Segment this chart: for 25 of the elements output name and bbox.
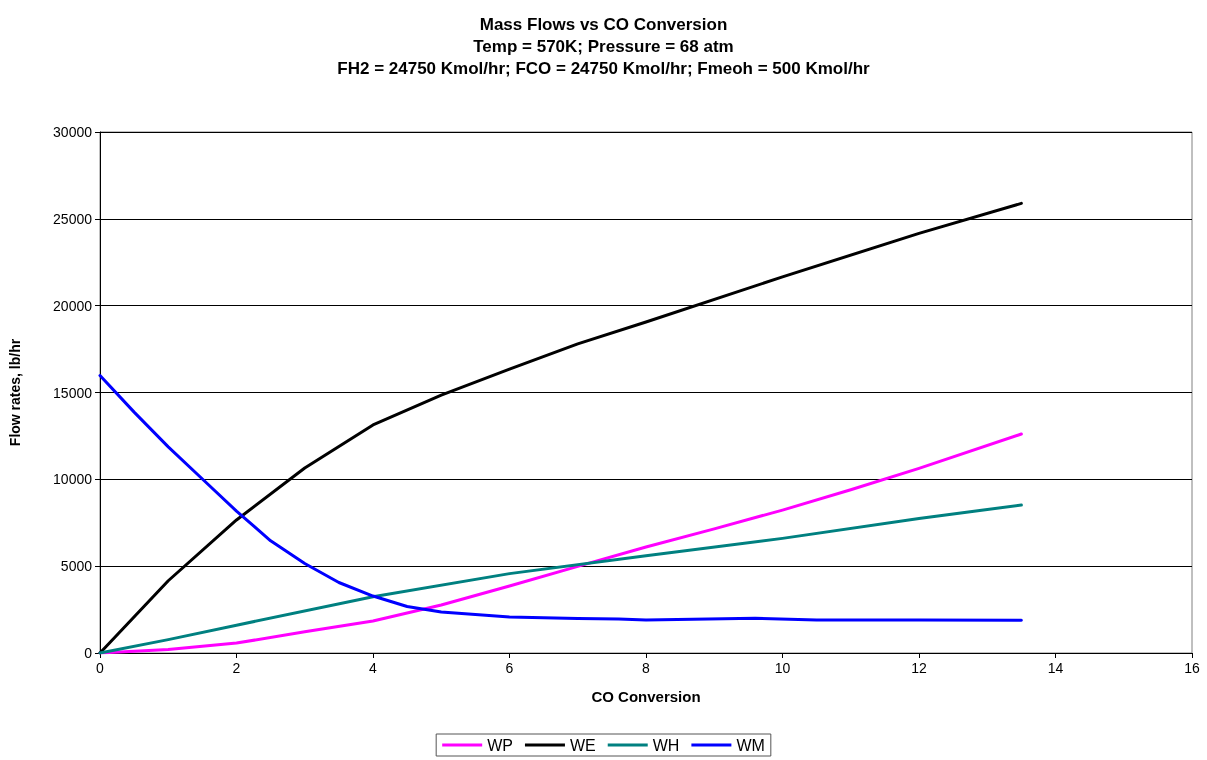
x-tick-label: 4 [369, 660, 378, 676]
x-tick-label: 12 [911, 660, 927, 676]
y-tick-label: 10000 [53, 471, 93, 488]
y-tick-label: 30000 [53, 124, 93, 140]
line-series [98, 373, 1023, 622]
x-tick-label: 0 [96, 660, 105, 676]
legend-label: WE [569, 736, 596, 754]
y-tick-label: 5000 [60, 558, 93, 575]
y-axis-title: Flow rates, lb/hr [7, 338, 23, 447]
x-tick-label: 16 [1184, 660, 1200, 676]
x-tick-label: 10 [774, 660, 791, 676]
x-tick-label: 2 [232, 660, 241, 676]
y-tick-label: 15000 [53, 384, 93, 401]
legend-label: WP [487, 736, 513, 754]
legend-label: WM [736, 736, 765, 754]
x-tick-label: 8 [642, 660, 651, 676]
chart-title: Mass Flows vs CO Conversion Temp = 570K; Pressure = 68 atm FH2 = 24750 Kmol/hr; FCO = 24750 Kmol/hr; Fmeoh = 500 Kmol/hr [337, 14, 871, 78]
x-axis-title: CO Conversion [591, 688, 701, 705]
x-tick-label: 6 [505, 660, 514, 676]
y-tick-label: 20000 [53, 297, 93, 314]
y-tick-label: 0 [84, 645, 93, 661]
y-tick-label: 25000 [53, 210, 93, 227]
legend-label: WH [652, 736, 680, 754]
line-series [98, 503, 1023, 655]
x-tick-label: 14 [1047, 660, 1064, 676]
